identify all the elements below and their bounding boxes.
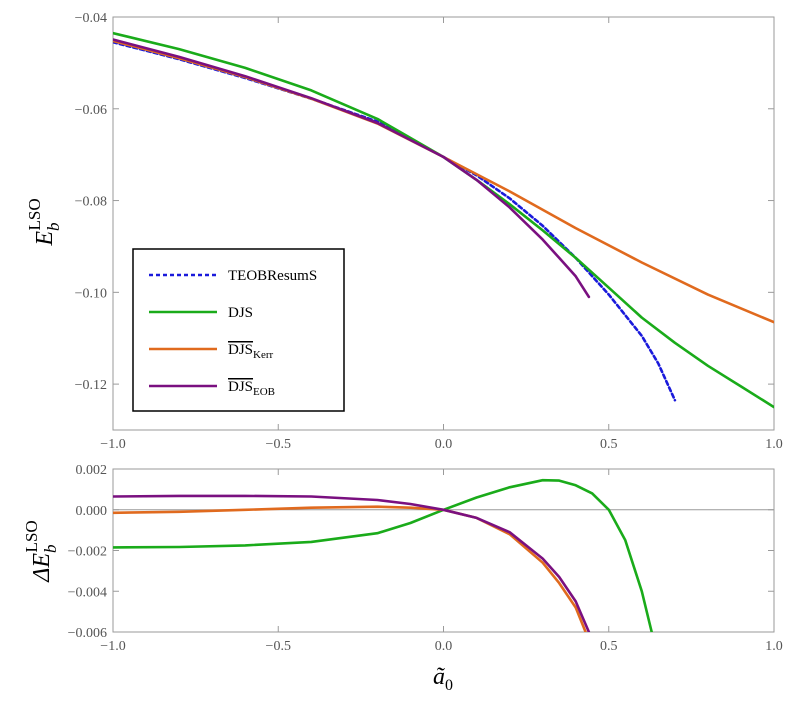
bottom-ytick-label: 0.000 xyxy=(76,504,108,519)
bottom-series-djs xyxy=(113,478,653,632)
legend-label-djs_kerr: DJSKerr xyxy=(228,342,274,361)
bottom-ytick-label: 0.002 xyxy=(76,463,108,478)
top-xtick-label: −1.0 xyxy=(100,437,125,452)
bottom-panel: −1.0 −0.5 0.0 0.5 1.0 0.002 0.000 −0.002 −0.004 −… xyxy=(22,463,783,694)
top-xtick-label: 0.5 xyxy=(600,437,618,452)
bottom-ylabel-main: ΔE xyxy=(29,553,55,583)
bottom-xlabel-main: ã xyxy=(433,664,445,690)
bottom-xtick-label: 0.0 xyxy=(435,639,453,654)
legend: TEOBResumS DJS DJSKerr DJSEOB xyxy=(132,248,345,412)
bottom-ytick-label: −0.006 xyxy=(68,626,107,641)
legend-label-djs: DJS xyxy=(228,305,253,321)
top-ytick-label: −0.12 xyxy=(75,378,107,393)
top-ytick-label: −0.04 xyxy=(75,11,107,26)
top-panel: −1.0 −0.5 0.0 0.5 1.0 −0.04 −0.06 −0.08 −0.10 −0.… xyxy=(25,11,783,452)
legend-label-djs_eob: DJSEOB xyxy=(228,379,275,398)
bottom-ylabel-sup: LSO xyxy=(22,520,41,552)
bottom-ticks: −1.0 −0.5 0.0 0.5 1.0 0.002 0.000 −0.002 −0.004 −… xyxy=(68,463,783,654)
bottom-xtick-label: −1.0 xyxy=(100,639,125,654)
top-ylabel-sub: b xyxy=(44,222,63,231)
top-ytick-label: −0.06 xyxy=(75,103,107,118)
top-ylabel-sup: LSO xyxy=(25,198,44,230)
top-series-djs_eob xyxy=(113,38,591,299)
legend-items: TEOBResumS DJS DJSKerr DJSEOB xyxy=(149,268,317,398)
top-xtick-label: 1.0 xyxy=(765,437,783,452)
bottom-ylabel: ΔEbLSO xyxy=(22,520,60,582)
top-xtick-label: 0.0 xyxy=(435,437,453,452)
top-series-djs xyxy=(113,31,774,409)
bottom-xlabel-sub: 0 xyxy=(445,677,453,694)
top-ticks: −1.0 −0.5 0.0 0.5 1.0 −0.04 −0.06 −0.08 −0.10 −0.… xyxy=(75,11,783,452)
bottom-series-djs_eob xyxy=(113,494,591,632)
legend-label-teob: TEOBResumS xyxy=(228,268,317,284)
legend-box xyxy=(132,248,345,412)
bottom-series xyxy=(113,478,653,632)
bottom-xtick-label: 0.5 xyxy=(600,639,618,654)
top-series xyxy=(113,31,774,409)
top-ytick-label: −0.10 xyxy=(75,286,107,301)
top-xtick-label: −0.5 xyxy=(266,437,291,452)
bottom-xlabel: ã0 xyxy=(433,664,453,694)
top-ylabel: EbLSO xyxy=(25,198,63,246)
top-ylabel-main: E xyxy=(32,231,58,247)
bottom-ytick-label: −0.004 xyxy=(68,585,107,600)
top-ytick-label: −0.08 xyxy=(75,195,107,210)
bottom-xtick-label: 1.0 xyxy=(765,639,783,654)
bottom-xtick-label: −0.5 xyxy=(266,639,291,654)
bottom-ytick-label: −0.002 xyxy=(68,545,107,560)
bottom-ylabel-sub: b xyxy=(41,544,60,553)
